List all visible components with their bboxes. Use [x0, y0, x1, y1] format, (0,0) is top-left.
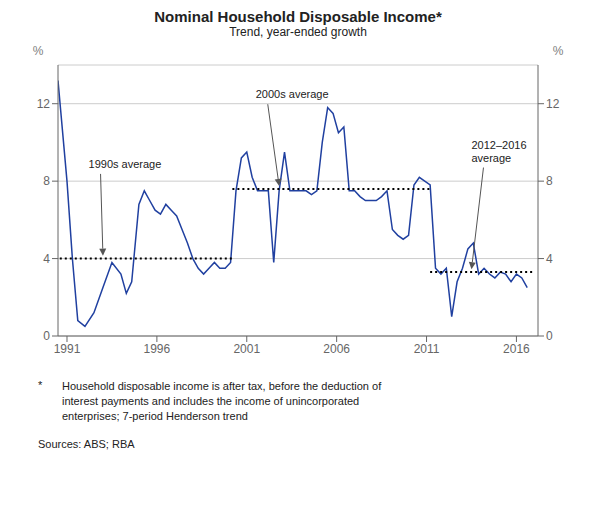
- html-text:Sources: ABS; RBA: Sources: ABS; RBA: [38, 438, 135, 450]
- svg-text:4: 4: [546, 252, 553, 266]
- svg-text:8: 8: [43, 174, 50, 188]
- svg-text:2001: 2001: [233, 342, 260, 356]
- svg-text:%: %: [553, 44, 564, 58]
- svg-text:4: 4: [43, 252, 50, 266]
- svg-text:2012–2016average: 2012–2016average: [471, 139, 526, 164]
- svg-text:%: %: [33, 44, 44, 58]
- html-text:Nominal Household Disposable I: Nominal Household Disposable Income*: [154, 8, 442, 25]
- svg-text:2006: 2006: [323, 342, 350, 356]
- svg-text:0: 0: [43, 329, 50, 343]
- svg-text:0: 0: [546, 329, 553, 343]
- svg-text:2000s average: 2000s average: [256, 88, 329, 100]
- svg-text:1996: 1996: [144, 342, 171, 356]
- svg-text:2011: 2011: [414, 342, 440, 356]
- svg-text:2016: 2016: [503, 342, 530, 356]
- svg-text:12: 12: [546, 97, 560, 111]
- html-text:Trend, year-ended growth: Trend, year-ended growth: [229, 25, 367, 39]
- svg-text:8: 8: [546, 174, 553, 188]
- svg-text:1991: 1991: [54, 342, 81, 356]
- svg-text:1990s average: 1990s average: [89, 158, 162, 170]
- svg-text:12: 12: [37, 97, 51, 111]
- html-text:Household disposable income is: Household disposable income is after tax…: [62, 380, 382, 422]
